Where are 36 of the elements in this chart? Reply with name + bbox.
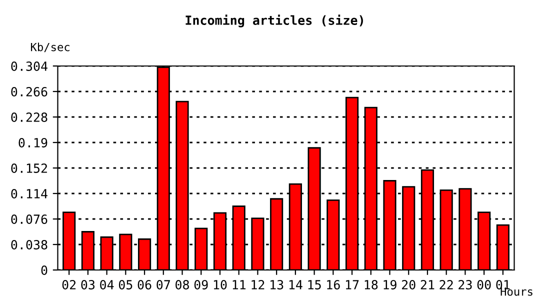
y-tick-label: 0.304 — [11, 62, 48, 71]
x-tick-label: 11 — [232, 280, 246, 290]
x-tick-label: 03 — [81, 280, 95, 290]
x-tick-label: 08 — [176, 280, 189, 290]
y-tick-label: 0.266 — [11, 87, 48, 96]
y-tick-label: 0.152 — [11, 164, 47, 173]
x-tick-label: 20 — [402, 280, 416, 290]
x-tick-label: 15 — [308, 280, 321, 290]
x-tick-label: 16 — [327, 280, 340, 290]
x-tick-label: 14 — [289, 280, 302, 290]
y-tick-label: 0.228 — [11, 112, 48, 122]
x-tick-label: 23 — [458, 280, 472, 290]
x-tick-label: 13 — [270, 280, 284, 290]
x-tick-label: 09 — [194, 280, 208, 290]
x-tick-label: 02 — [62, 280, 76, 290]
x-tick-label: 21 — [420, 280, 434, 290]
x-tick-label: 19 — [384, 280, 396, 290]
y-axis-title: Kb/sec — [30, 42, 70, 52]
x-tick-label: 17 — [346, 280, 359, 290]
x-tick-label: 01 — [496, 280, 510, 290]
y-tick-label: 0.038 — [11, 240, 48, 250]
x-tick-label: 05 — [118, 280, 132, 290]
y-tick-label: 0.114 — [11, 189, 48, 198]
x-tick-label: 18 — [364, 280, 378, 290]
x-tick-label: 12 — [252, 280, 264, 290]
x-tick-label: 07 — [156, 280, 170, 290]
chart-title: Incoming articles (size) — [186, 14, 363, 28]
x-tick-label: 04 — [100, 280, 114, 290]
x-tick-label: 06 — [138, 280, 152, 290]
x-axis-title: Hours — [500, 287, 532, 296]
y-tick-label: 0.076 — [11, 214, 48, 224]
x-tick-label: 10 — [214, 280, 227, 290]
y-tick-label: 0 — [41, 266, 48, 275]
y-tick-label: 0.19 — [18, 138, 48, 148]
x-tick-label: 00 — [477, 280, 491, 290]
x-tick-label: 22 — [440, 280, 453, 290]
